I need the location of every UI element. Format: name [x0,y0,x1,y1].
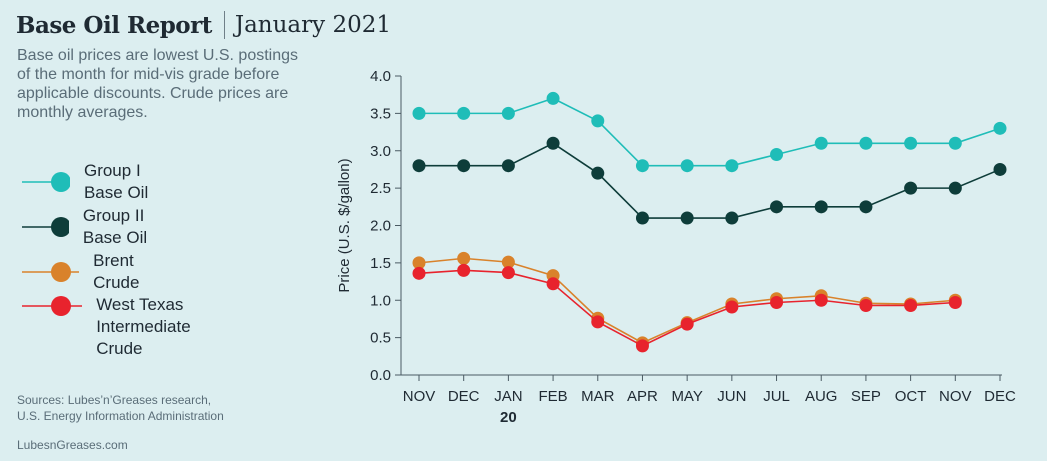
series-0-point [680,159,694,173]
series-1-point [948,181,962,195]
x-tick-label: APR [627,388,658,405]
series-1-point [635,211,649,225]
series-0-point [546,91,560,105]
series-3-point [635,339,649,353]
series-line-0 [419,97,1001,167]
series-1-point [457,159,471,173]
series-3-point [412,266,426,280]
series-0-point [770,147,784,161]
x-tick-label: AUG [805,388,838,405]
series-3-point [948,295,962,309]
legend-item-wti: West Texas Intermediate Crude [22,294,209,360]
series-1-point [501,159,515,173]
series-1-point [680,211,694,225]
x-tick-label: SEP [851,388,881,405]
x-tick-label: NOV [403,388,436,405]
series-3-point [904,298,918,312]
y-tick-label: 1.5 [370,255,391,272]
series-line-1 [419,142,1001,219]
series-1-point [591,166,605,180]
year-label: 20 [500,409,517,426]
title-divider [223,11,225,39]
x-tick-label: NOV [939,388,972,405]
series-0-point [948,136,962,150]
series-3-point [859,298,873,312]
series-0-point [457,106,471,120]
series-3-point [501,266,515,280]
series-0-point [904,136,918,150]
series-1-point [725,211,739,225]
series-0-point [412,106,426,120]
series-3-point [546,277,560,291]
series-3-point [591,315,605,329]
y-tick-label: 3.5 [370,105,391,122]
site-credit: LubesnGreases.com [17,438,128,452]
header: Base Oil Report January 2021 [16,8,391,42]
y-axis-label: Price (U.S. $/gallon) [336,158,353,292]
series-0-point [859,136,873,150]
series-3-point [457,263,471,277]
x-tick-label: DEC [984,388,1016,405]
series-1-point [814,200,828,214]
legend-label-group-1: Group I Base Oil [83,161,149,202]
legend-marker-brent [22,262,80,282]
series-0-point [993,121,1007,135]
legend-item-group-2: Group II Base Oil [22,205,161,249]
series-1-point [770,200,784,214]
x-tick-label: MAY [671,388,702,405]
series-3-point [680,317,694,331]
series-0-point [501,106,515,120]
series-1-point [904,181,918,195]
series-1-point [412,159,426,173]
report-date: January 2021 [234,12,391,38]
y-tick-label: 4.0 [370,68,391,85]
series-1-point [859,200,873,214]
series-0-point [814,136,828,150]
y-tick-label: 2.0 [370,218,391,235]
sources-note: Sources: Lubes’n’Greases research, U.S. … [17,393,224,423]
series-0-point [635,159,649,173]
series-3-point [725,300,739,314]
description: Base oil prices are lowest U.S. postings… [17,47,299,121]
series-0-point [591,114,605,128]
series-line-3 [418,269,956,347]
y-tick-label: 0.0 [370,367,391,384]
series-2-point [501,255,515,269]
legend-label-brent: Brent Crude [93,251,140,292]
report-title: Base Oil Report [16,11,212,39]
series-3-point [814,293,828,307]
series-1-point [993,162,1007,176]
series-1-point [546,136,560,150]
legend-marker-group-1 [22,172,70,192]
x-tick-label: JAN [494,388,522,405]
legend-marker-group-2 [22,217,69,237]
y-tick-label: 0.5 [370,330,391,347]
legend-item-brent: Brent Crude [22,250,160,294]
series-3-point [770,295,784,309]
legend-label-group-2: Group II Base Oil [82,206,148,247]
x-tick-label: OCT [895,388,927,405]
x-tick-label: DEC [448,388,480,405]
line-chart: 0.0 0.5 1.0 1.5 2.0 2.5 3.0 3.5 4.0 Price (U.S. $… [336,68,1016,426]
x-tick-label: MAR [581,388,615,405]
legend-label-wti: West Texas Intermediate Crude [96,295,191,358]
y-tick-label: 2.5 [370,180,391,197]
y-tick-label: 3.0 [370,143,391,160]
series-0-point [725,159,739,173]
x-tick-label: JUL [763,388,790,405]
legend-item-group-1: Group I Base Oil [22,160,161,204]
legend-marker-wti [22,296,83,316]
y-tick-label: 1.0 [370,292,391,309]
series-2-point [457,251,471,265]
x-tick-label: FEB [538,388,567,405]
series-2-point [412,256,426,270]
x-tick-label: JUN [717,388,746,405]
